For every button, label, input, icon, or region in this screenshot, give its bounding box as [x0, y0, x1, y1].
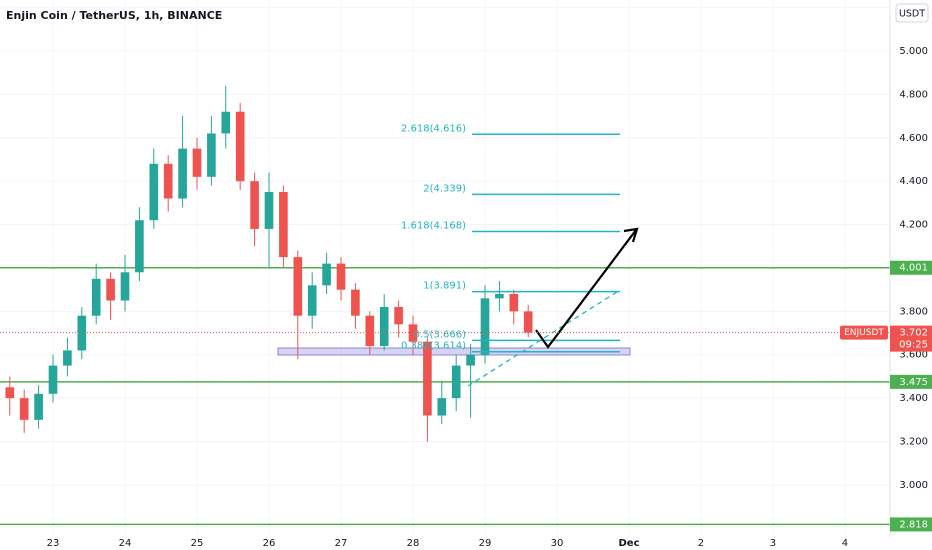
fib-label: 0.5(3.666): [414, 329, 466, 340]
fib-label: 1(3.891): [423, 281, 466, 292]
candle-body: [509, 293, 519, 312]
candle-body: [379, 307, 389, 347]
candle-body: [365, 315, 375, 347]
x-tick-label: 3: [770, 538, 776, 549]
y-tick-label: 5.000: [899, 46, 928, 57]
candle-body: [336, 263, 346, 290]
level-tag: [890, 260, 932, 275]
candle-body: [163, 163, 173, 199]
countdown: 09:25: [899, 340, 928, 351]
candle-body: [221, 111, 231, 134]
price-axis: [890, 0, 932, 550]
y-tick-label: 3.000: [899, 480, 928, 491]
candle-body: [437, 398, 447, 416]
candle-body: [149, 163, 159, 221]
fib-label: 0.382(3.614): [401, 341, 466, 352]
y-tick-label: 4.200: [899, 220, 928, 231]
levels: [0, 266, 890, 526]
candle-body: [264, 192, 274, 229]
currency: USDT: [899, 9, 925, 20]
candle-body: [495, 293, 504, 299]
fib-label: 1.618(4.168): [401, 221, 466, 232]
x-tick-label: Dec: [618, 538, 639, 549]
price-box: [890, 325, 932, 352]
y-tick-label: 4.800: [899, 89, 928, 100]
candle-body: [351, 289, 360, 316]
x-tick-label: 4: [842, 538, 848, 549]
symbol-tag: [840, 325, 888, 340]
candle-body: [63, 350, 72, 366]
fib-label: 2(4.339): [423, 183, 466, 194]
symbol-label: ENJUSDT: [844, 328, 884, 338]
x-tick-label: 30: [551, 538, 564, 549]
y-tick-label: 4.600: [899, 133, 928, 144]
y-tick-label: 3.800: [899, 306, 928, 317]
x-tick-label: 2: [698, 538, 704, 549]
level-label: 4.001: [899, 263, 928, 274]
candle-body: [293, 257, 303, 316]
price-label: 3.702: [899, 328, 928, 339]
y-tick-label: 3.200: [899, 437, 928, 448]
candle-body: [192, 148, 202, 177]
projection-arrow: [535, 229, 637, 349]
candle-body: [178, 148, 187, 199]
y-tick-label: 3.600: [899, 350, 928, 361]
x-tick-label: 23: [47, 538, 60, 549]
support-zone: [277, 347, 631, 356]
x-tick-label: 25: [191, 538, 204, 549]
candle-body: [307, 285, 317, 316]
candle-body: [48, 365, 58, 394]
candle-body: [250, 181, 259, 229]
candle-body: [466, 354, 475, 366]
candle-body: [235, 111, 245, 182]
x-tick-label: 28: [407, 538, 420, 549]
candle-body: [5, 387, 15, 399]
candle-body: [207, 133, 216, 177]
chart-title: Enjin Coin / TetherUS, 1h, BINANCE: [6, 9, 222, 22]
candle-body: [423, 341, 432, 416]
level-tag: [890, 517, 932, 532]
currency-box[interactable]: [895, 3, 929, 23]
y-tick-label: 3.400: [899, 393, 928, 404]
fib-label: 2.618(4.616): [401, 123, 466, 134]
x-tick-label: 24: [119, 538, 132, 549]
time-axis: [0, 537, 932, 550]
trend-line: [467, 289, 621, 387]
candle-body: [135, 220, 144, 273]
candle-body: [322, 263, 331, 286]
candle-body: [106, 278, 115, 301]
candle-body: [19, 398, 29, 420]
level-tag: [890, 374, 932, 389]
candle-body: [394, 307, 403, 325]
x-tick-label: 26: [263, 538, 276, 549]
fib-levels: 2.618(4.616) 2(4.339) 1.618(4.168) 1(3.891)…: [401, 123, 620, 353]
y-tick-label: 4.400: [899, 176, 928, 187]
candle-body: [120, 272, 130, 301]
grid: [0, 0, 890, 537]
candle-body: [34, 393, 43, 420]
candle-body: [523, 311, 533, 333]
x-tick-label: 29: [479, 538, 492, 549]
candle-body: [91, 278, 101, 316]
candle-body: [408, 324, 418, 342]
arrow-head: [623, 227, 639, 243]
level-label: 2.818: [899, 519, 928, 530]
x-tick-label: 27: [335, 538, 348, 549]
level-label: 3.475: [899, 377, 928, 388]
candle-body: [480, 298, 490, 355]
candle-body: [451, 365, 461, 399]
candle-body: [279, 192, 288, 258]
